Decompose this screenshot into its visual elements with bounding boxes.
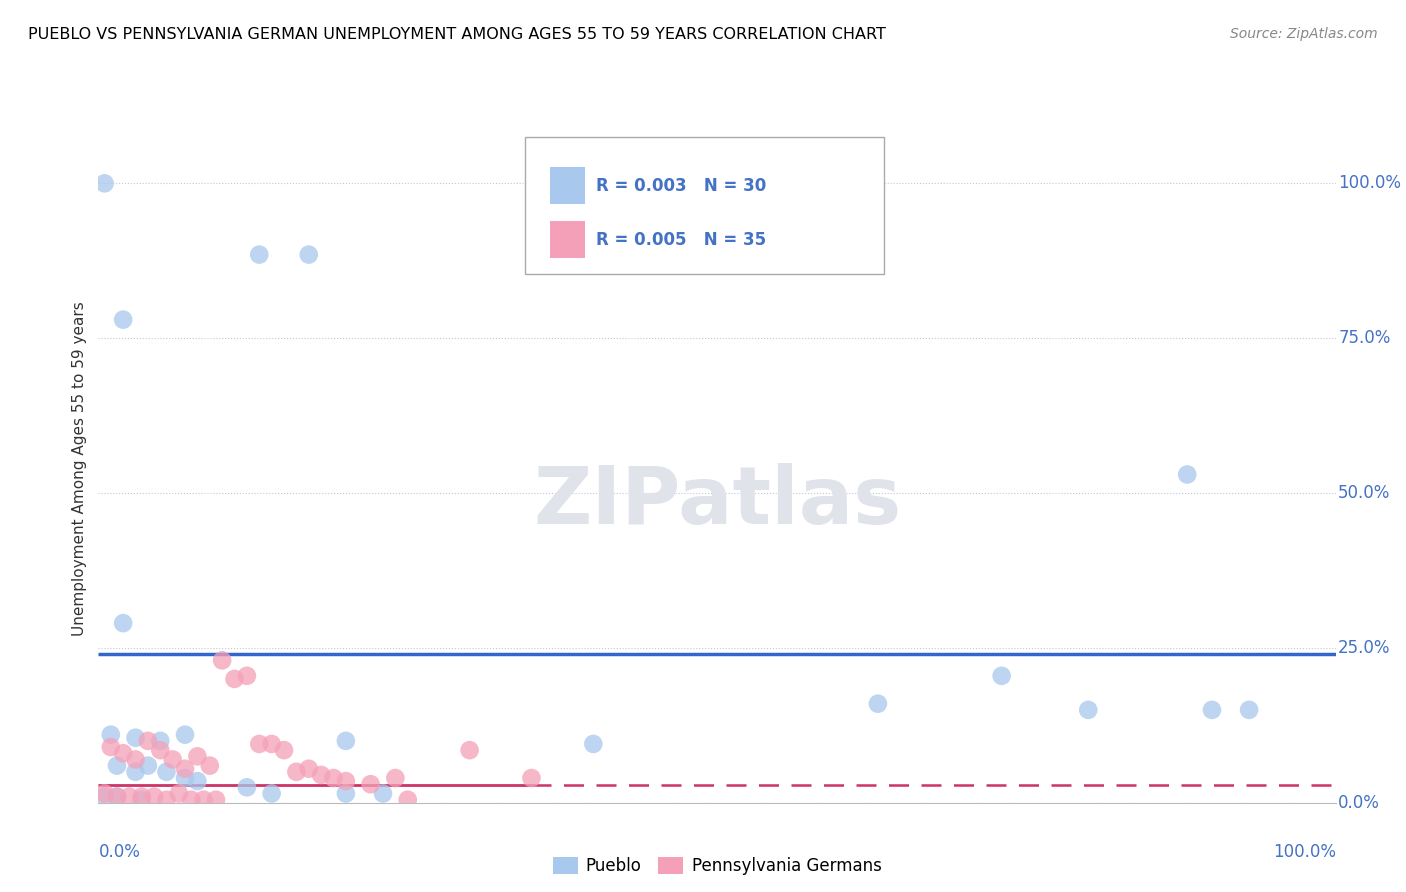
Y-axis label: Unemployment Among Ages 55 to 59 years: Unemployment Among Ages 55 to 59 years	[72, 301, 87, 636]
Point	[131, 789, 153, 804]
Point	[990, 669, 1012, 683]
Point	[236, 669, 259, 683]
Point	[174, 728, 197, 742]
Text: 25.0%: 25.0%	[1339, 639, 1391, 657]
Text: 0.0%: 0.0%	[1339, 794, 1381, 812]
Point	[298, 762, 321, 776]
Point	[236, 780, 259, 795]
Point	[136, 758, 159, 772]
Point	[247, 737, 270, 751]
Text: 0.0%: 0.0%	[98, 843, 141, 861]
Point	[155, 764, 177, 779]
Point	[180, 793, 202, 807]
Point	[162, 752, 184, 766]
Point	[260, 787, 283, 801]
Point	[174, 762, 197, 776]
Point	[396, 793, 419, 807]
Point	[582, 737, 605, 751]
Point	[273, 743, 295, 757]
Point	[105, 758, 128, 772]
FancyBboxPatch shape	[526, 137, 884, 275]
Point	[1237, 703, 1260, 717]
Legend: Pueblo, Pennsylvania Germans: Pueblo, Pennsylvania Germans	[546, 850, 889, 881]
Point	[309, 768, 332, 782]
Point	[93, 787, 115, 801]
Point	[360, 777, 382, 791]
Point	[322, 771, 344, 785]
Text: PUEBLO VS PENNSYLVANIA GERMAN UNEMPLOYMENT AMONG AGES 55 TO 59 YEARS CORRELATION: PUEBLO VS PENNSYLVANIA GERMAN UNEMPLOYME…	[28, 27, 886, 42]
Text: 100.0%: 100.0%	[1339, 174, 1402, 193]
Point	[224, 672, 246, 686]
Point	[193, 793, 215, 807]
Point	[149, 734, 172, 748]
Point	[335, 734, 357, 748]
Text: R = 0.005   N = 35: R = 0.005 N = 35	[596, 230, 766, 249]
Point	[247, 247, 270, 261]
Point	[100, 740, 122, 755]
Point	[384, 771, 406, 785]
Point	[155, 793, 177, 807]
Point	[1077, 703, 1099, 717]
FancyBboxPatch shape	[550, 168, 585, 204]
Point	[186, 749, 208, 764]
Point	[1175, 467, 1198, 482]
Text: Source: ZipAtlas.com: Source: ZipAtlas.com	[1230, 27, 1378, 41]
Point	[285, 764, 308, 779]
Point	[143, 789, 166, 804]
Point	[124, 731, 146, 745]
Point	[520, 771, 543, 785]
Text: R = 0.003   N = 30: R = 0.003 N = 30	[596, 177, 766, 195]
Text: 100.0%: 100.0%	[1272, 843, 1336, 861]
Point	[1201, 703, 1223, 717]
Text: 75.0%: 75.0%	[1339, 329, 1391, 347]
Point	[118, 789, 141, 804]
Point	[112, 312, 135, 326]
Point	[105, 789, 128, 804]
Point	[458, 743, 481, 757]
FancyBboxPatch shape	[550, 221, 585, 258]
Text: ZIPatlas: ZIPatlas	[533, 463, 901, 541]
Point	[205, 793, 228, 807]
Point	[136, 734, 159, 748]
Point	[112, 616, 135, 631]
Point	[112, 746, 135, 760]
Point	[260, 737, 283, 751]
Point	[105, 789, 128, 804]
Point	[186, 774, 208, 789]
Point	[174, 771, 197, 785]
Point	[866, 697, 889, 711]
Point	[198, 758, 221, 772]
Point	[131, 793, 153, 807]
Point	[298, 247, 321, 261]
Point	[149, 743, 172, 757]
Point	[93, 177, 115, 191]
Point	[93, 789, 115, 804]
Point	[167, 787, 190, 801]
Point	[335, 787, 357, 801]
Point	[124, 752, 146, 766]
Point	[371, 787, 394, 801]
Text: 50.0%: 50.0%	[1339, 484, 1391, 502]
Point	[124, 764, 146, 779]
Point	[335, 774, 357, 789]
Point	[211, 653, 233, 667]
Point	[100, 728, 122, 742]
